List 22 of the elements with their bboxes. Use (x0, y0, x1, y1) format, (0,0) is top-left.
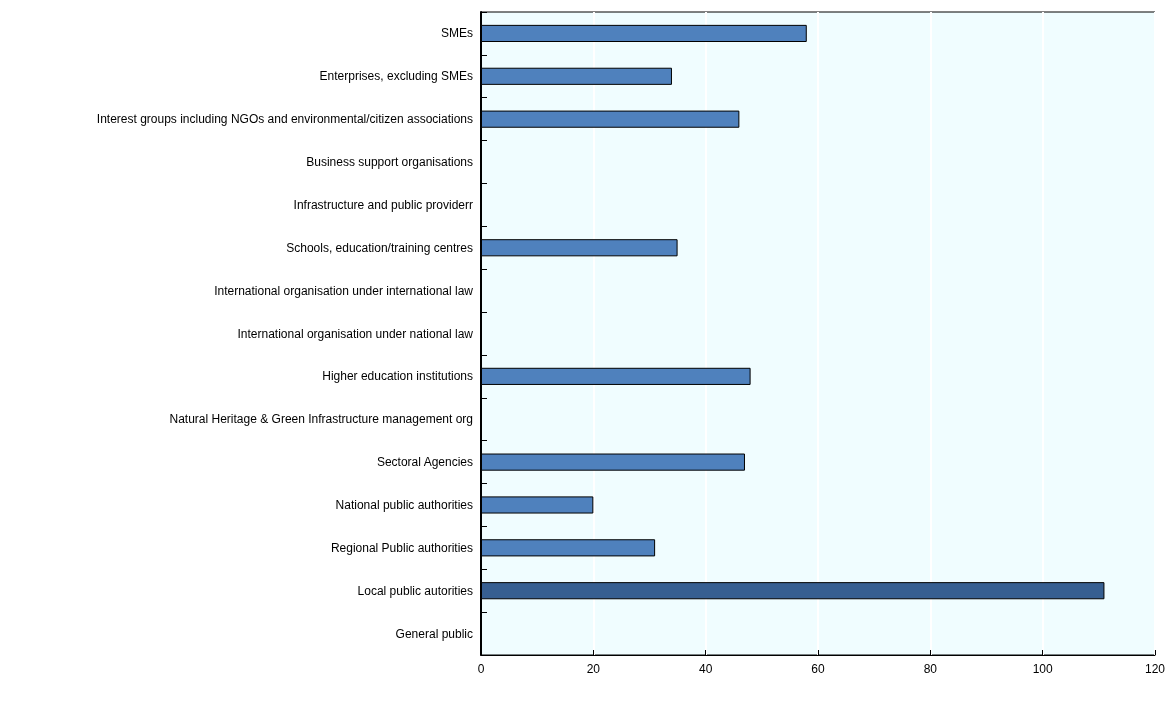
y-tick-label: Natural Heritage & Green Infrastructure management org (169, 412, 473, 427)
y-tick-label: Enterprises, excluding SMEs (319, 69, 473, 84)
y-tick-label: Regional Public authorities (330, 540, 473, 555)
y-tick-label: Sectoral Agencies (376, 455, 473, 470)
x-tick-label: 40 (698, 662, 713, 676)
y-tick-label: Local public autorities (357, 583, 473, 598)
y-tick-label: International organisation under international law (214, 283, 474, 298)
x-tick-label: 20 (586, 662, 601, 676)
x-tick-label: 60 (811, 662, 825, 676)
y-tick-label: International organisation under national law (237, 326, 474, 341)
y-tick-label: Schools, education/training centres (286, 240, 473, 255)
y-tick-label: General public (395, 626, 473, 641)
x-tick-label: 120 (1144, 662, 1166, 676)
y-tick-label: Interest groups including NGOs and environmental/citizen associations (96, 112, 473, 127)
x-tick-label: 80 (923, 662, 938, 676)
y-tick-label: SMEs (440, 26, 473, 41)
y-tick-label: Business support organisations (306, 155, 473, 170)
y-tick-label: Higher education institutions (322, 369, 473, 384)
y-tick-label: Infrastructure and public providerr (293, 197, 473, 212)
y-tick-label: National public authorities (335, 497, 473, 512)
x-tick-label: 0 (477, 662, 485, 676)
x-tick-label: 100 (1032, 662, 1053, 676)
